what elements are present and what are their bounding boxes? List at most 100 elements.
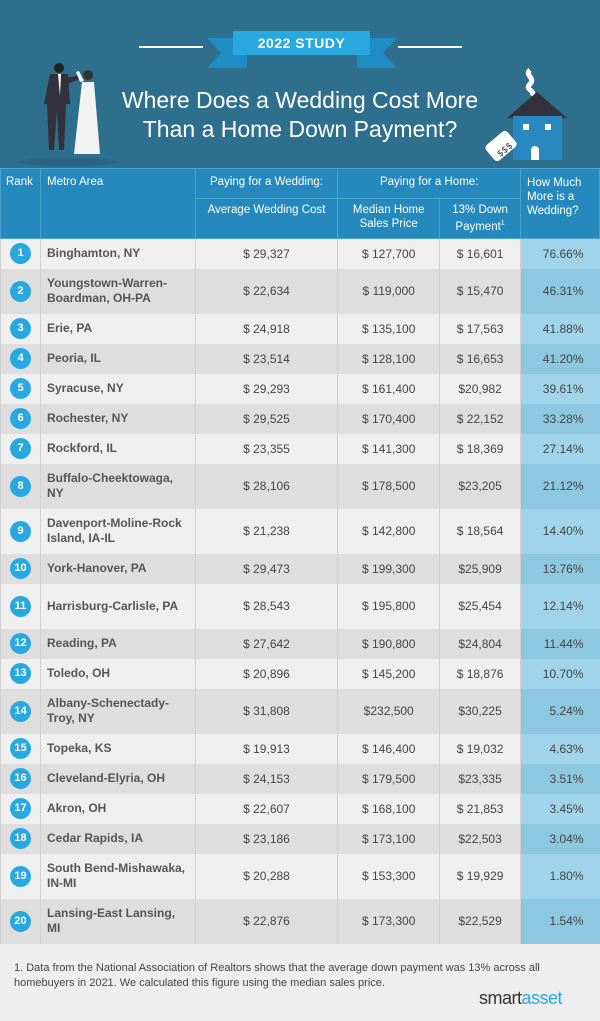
percent-more-cell: 3.04%	[520, 823, 600, 854]
down-payment-cell: $ 19,929	[439, 853, 521, 899]
percent-more-cell: 1.54%	[520, 898, 600, 944]
percent-more-cell: 27.14%	[520, 433, 600, 464]
rank-badge: 13	[10, 663, 31, 684]
hero-banner: 2022 STUDY $$$ Where Does a Wedding Cost…	[0, 0, 600, 168]
percent-more-cell: 11.44%	[520, 628, 600, 659]
percent-more-cell: 13.76%	[520, 553, 600, 584]
wedding-cost-cell: $ 28,543	[194, 583, 338, 629]
col-wedding-cost: Average Wedding Cost	[194, 198, 339, 239]
rank-badge: 19	[10, 865, 31, 887]
median-price-cell: $ 199,300	[337, 553, 440, 584]
table-row: 11 Harrisburg-Carlisle, PA $ 28,543 $ 195,8…	[0, 583, 600, 629]
rank-badge: 15	[10, 738, 31, 759]
divider	[139, 46, 203, 48]
metro-cell: York-Hanover, PA	[39, 553, 196, 584]
median-price-cell: $ 127,700	[337, 238, 440, 269]
median-price-cell: $ 170,400	[337, 403, 440, 434]
table-row: 3 Erie, PA $ 24,918 $ 135,100 $ 17,563 41.88%	[0, 313, 600, 344]
median-price-cell: $ 173,300	[337, 898, 440, 944]
median-price-cell: $ 178,500	[337, 463, 440, 509]
median-price-cell: $ 195,800	[337, 583, 440, 629]
median-price-cell: $ 145,200	[337, 658, 440, 689]
percent-more-cell: 21.12%	[520, 463, 600, 509]
col-down-label: 13% Down Payment	[452, 204, 508, 233]
table-row: 9 Davenport-Moline-Rock Island, IA-IL $ 21…	[0, 508, 600, 554]
down-payment-cell: $25,454	[439, 583, 521, 629]
median-price-cell: $ 135,100	[337, 313, 440, 344]
percent-more-cell: 10.70%	[520, 658, 600, 689]
median-price-cell: $ 161,400	[337, 373, 440, 404]
wedding-cost-cell: $ 23,186	[194, 823, 338, 854]
median-price-cell: $ 179,500	[337, 763, 440, 794]
down-payment-cell: $ 18,876	[439, 658, 521, 689]
rank-badge: 18	[10, 828, 31, 849]
rank-badge: 20	[10, 910, 31, 932]
percent-more-cell: 33.28%	[520, 403, 600, 434]
down-payment-cell: $23,335	[439, 763, 521, 794]
wedding-cost-cell: $ 22,634	[194, 268, 338, 314]
percent-more-cell: 41.88%	[520, 313, 600, 344]
col-rank: Rank	[0, 168, 41, 239]
rank-badge: 2	[10, 280, 31, 302]
percent-more-cell: 76.66%	[520, 238, 600, 269]
wedding-couple-icon	[20, 63, 116, 166]
down-payment-cell: $ 16,601	[439, 238, 521, 269]
table-row: 10 York-Hanover, PA $ 29,473 $ 199,300 $25,9…	[0, 553, 600, 584]
table-row: 20 Lansing-East Lansing, MI $ 22,876 $ 173,…	[0, 898, 600, 944]
metro-cell: Harrisburg-Carlisle, PA	[39, 583, 196, 629]
down-payment-cell: $ 19,032	[439, 733, 521, 764]
percent-more-cell: 4.63%	[520, 733, 600, 764]
divider	[398, 46, 462, 48]
rank-badge: 9	[10, 520, 31, 542]
rank-badge: 3	[10, 318, 31, 339]
table-row: 12 Reading, PA $ 27,642 $ 190,800 $24,804 11.…	[0, 628, 600, 659]
down-payment-cell: $30,225	[439, 688, 521, 734]
table-row: 13 Toledo, OH $ 20,896 $ 145,200 $ 18,876 10.…	[0, 658, 600, 689]
median-price-cell: $ 190,800	[337, 628, 440, 659]
table-row: 19 South Bend-Mishawaka, IN-MI $ 20,288 $ 1…	[0, 853, 600, 899]
metro-cell: Youngstown-Warren-Boardman, OH-PA	[39, 268, 196, 314]
wedding-cost-cell: $ 19,913	[194, 733, 338, 764]
metro-cell: Topeka, KS	[39, 733, 196, 764]
table-row: 17 Akron, OH $ 22,607 $ 168,100 $ 21,853 3.45…	[0, 793, 600, 824]
table-row: 14 Albany-Schenectady-Troy, NY $ 31,808 $23…	[0, 688, 600, 734]
wedding-cost-cell: $ 21,238	[194, 508, 338, 554]
median-price-cell: $ 168,100	[337, 793, 440, 824]
wedding-cost-cell: $ 29,327	[194, 238, 338, 269]
rank-badge: 12	[10, 633, 31, 654]
down-payment-cell: $ 16,653	[439, 343, 521, 374]
rank-badge: 8	[10, 475, 31, 497]
percent-more-cell: 39.61%	[520, 373, 600, 404]
median-price-cell: $ 119,000	[337, 268, 440, 314]
down-payment-cell: $23,205	[439, 463, 521, 509]
rank-badge: 6	[10, 408, 31, 429]
study-badge: 2022 STUDY	[233, 31, 370, 55]
col-metro: Metro Area	[39, 168, 196, 239]
wedding-cost-cell: $ 24,153	[194, 763, 338, 794]
percent-more-cell: 3.51%	[520, 763, 600, 794]
rank-badge: 14	[10, 700, 31, 722]
metro-cell: Reading, PA	[39, 628, 196, 659]
table-row: 6 Rochester, NY $ 29,525 $ 170,400 $ 22,152 3…	[0, 403, 600, 434]
median-price-cell: $ 128,100	[337, 343, 440, 374]
ranking-table: Rank Metro Area Paying for a Wedding: Pa…	[0, 168, 600, 944]
median-price-cell: $ 146,400	[337, 733, 440, 764]
down-payment-cell: $24,804	[439, 628, 521, 659]
rank-badge: 11	[10, 595, 31, 617]
metro-cell: Rochester, NY	[39, 403, 196, 434]
wedding-cost-cell: $ 27,642	[194, 628, 338, 659]
house-price-tag-icon: $$$	[485, 68, 567, 162]
metro-cell: Toledo, OH	[39, 658, 196, 689]
median-price-cell: $ 141,300	[337, 433, 440, 464]
wedding-cost-cell: $ 31,808	[194, 688, 338, 734]
page-title: Where Does a Wedding Cost More Than a Ho…	[100, 86, 500, 144]
down-payment-cell: $ 18,564	[439, 508, 521, 554]
metro-cell: South Bend-Mishawaka, IN-MI	[39, 853, 196, 899]
smartasset-logo: smartasset	[479, 988, 563, 1009]
table-row: 4 Peoria, IL $ 23,514 $ 128,100 $ 16,653 41.2…	[0, 343, 600, 374]
group-wedding: Paying for a Wedding:	[194, 168, 339, 199]
percent-more-cell: 41.20%	[520, 343, 600, 374]
table-row: 16 Cleveland-Elyria, OH $ 24,153 $ 179,500 $…	[0, 763, 600, 794]
metro-cell: Erie, PA	[39, 313, 196, 344]
table-row: 18 Cedar Rapids, IA $ 23,186 $ 173,100 $22,5…	[0, 823, 600, 854]
